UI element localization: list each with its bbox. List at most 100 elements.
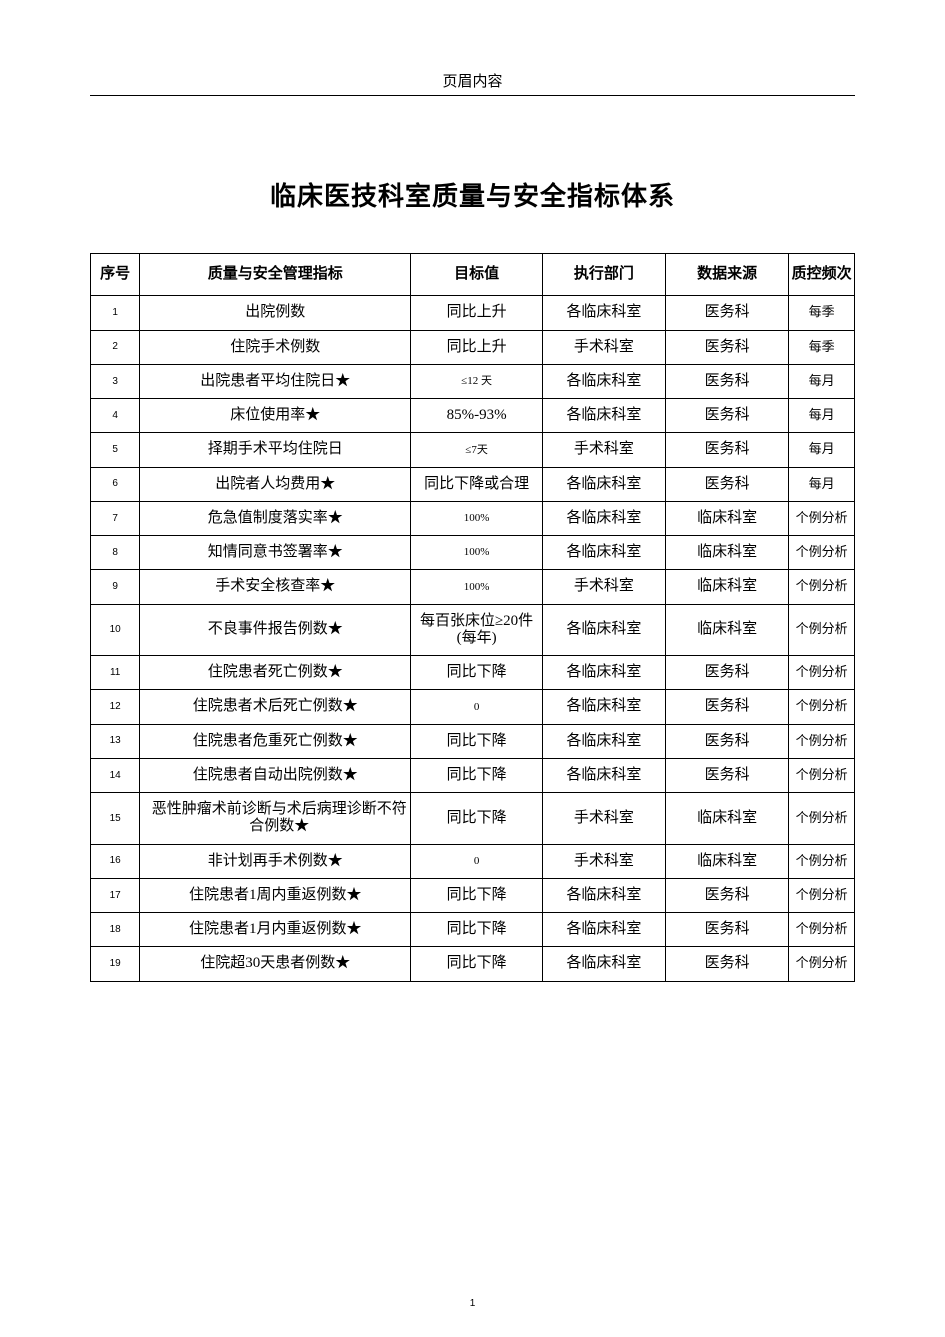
cell-freq: 每月: [789, 364, 855, 398]
table-row: 19住院超30天患者例数★同比下降各临床科室医务科个例分析: [91, 947, 855, 981]
cell-source: 医务科: [666, 913, 789, 947]
col-src: 数据来源: [666, 254, 789, 296]
col-ind: 质量与安全管理指标: [140, 254, 411, 296]
cell-freq: 个例分析: [789, 724, 855, 758]
cell-freq: 个例分析: [789, 758, 855, 792]
cell-indicator: 住院患者死亡例数★: [140, 656, 411, 690]
col-dept: 执行部门: [542, 254, 665, 296]
cell-dept: 各临床科室: [542, 690, 665, 724]
cell-freq: 个例分析: [789, 570, 855, 604]
cell-indicator: 手术安全核查率★: [140, 570, 411, 604]
cell-dept: 手术科室: [542, 433, 665, 467]
cell-seq: 9: [91, 570, 140, 604]
cell-indicator: 住院患者术后死亡例数★: [140, 690, 411, 724]
cell-indicator: 危急值制度落实率★: [140, 501, 411, 535]
cell-freq: 每月: [789, 399, 855, 433]
document-page: 页眉内容 临床医技科室质量与安全指标体系 序号 质量与安全管理指标 目标值 执行…: [0, 0, 945, 1337]
cell-indicator: 床位使用率★: [140, 399, 411, 433]
cell-freq: 个例分析: [789, 844, 855, 878]
table-row: 4床位使用率★85%-93%各临床科室医务科每月: [91, 399, 855, 433]
cell-target: 每百张床位≥20件(每年): [411, 604, 542, 656]
table-row: 10不良事件报告例数★每百张床位≥20件(每年)各临床科室临床科室个例分析: [91, 604, 855, 656]
cell-seq: 12: [91, 690, 140, 724]
table-row: 3出院患者平均住院日★≤12 天各临床科室医务科每月: [91, 364, 855, 398]
cell-source: 临床科室: [666, 570, 789, 604]
cell-seq: 16: [91, 844, 140, 878]
document-title: 临床医技科室质量与安全指标体系: [90, 176, 855, 213]
cell-target: 同比下降: [411, 758, 542, 792]
cell-dept: 手术科室: [542, 844, 665, 878]
cell-dept: 各临床科室: [542, 467, 665, 501]
header-rule: [90, 95, 855, 96]
cell-indicator: 择期手术平均住院日: [140, 433, 411, 467]
table-row: 1出院例数同比上升各临床科室医务科每季: [91, 296, 855, 330]
cell-seq: 4: [91, 399, 140, 433]
table-row: 9手术安全核查率★100%手术科室临床科室个例分析: [91, 570, 855, 604]
table-row: 8知情同意书签署率★100%各临床科室临床科室个例分析: [91, 536, 855, 570]
cell-dept: 各临床科室: [542, 399, 665, 433]
cell-target: 同比下降或合理: [411, 467, 542, 501]
cell-indicator: 出院者人均费用★: [140, 467, 411, 501]
cell-target: 100%: [411, 501, 542, 535]
cell-indicator: 住院患者危重死亡例数★: [140, 724, 411, 758]
table-row: 17住院患者1周内重返例数★同比下降各临床科室医务科个例分析: [91, 878, 855, 912]
cell-source: 医务科: [666, 724, 789, 758]
cell-dept: 各临床科室: [542, 536, 665, 570]
cell-source: 医务科: [666, 690, 789, 724]
cell-indicator: 不良事件报告例数★: [140, 604, 411, 656]
cell-freq: 每月: [789, 433, 855, 467]
table-header: 序号 质量与安全管理指标 目标值 执行部门 数据来源 质控频次: [91, 254, 855, 296]
cell-target: 同比下降: [411, 878, 542, 912]
cell-seq: 2: [91, 330, 140, 364]
cell-seq: 10: [91, 604, 140, 656]
cell-dept: 各临床科室: [542, 913, 665, 947]
cell-seq: 6: [91, 467, 140, 501]
cell-source: 医务科: [666, 296, 789, 330]
cell-seq: 7: [91, 501, 140, 535]
cell-freq: 个例分析: [789, 656, 855, 690]
cell-dept: 各临床科室: [542, 364, 665, 398]
cell-freq: 个例分析: [789, 793, 855, 845]
indicator-table: 序号 质量与安全管理指标 目标值 执行部门 数据来源 质控频次 1出院例数同比上…: [90, 253, 855, 982]
cell-freq: 个例分析: [789, 536, 855, 570]
cell-dept: 手术科室: [542, 793, 665, 845]
cell-source: 医务科: [666, 364, 789, 398]
cell-target: 同比下降: [411, 913, 542, 947]
cell-dept: 各临床科室: [542, 758, 665, 792]
cell-dept: 手术科室: [542, 570, 665, 604]
cell-target: 100%: [411, 536, 542, 570]
cell-target: 85%-93%: [411, 399, 542, 433]
cell-seq: 13: [91, 724, 140, 758]
cell-target: 100%: [411, 570, 542, 604]
cell-seq: 11: [91, 656, 140, 690]
cell-target: 同比下降: [411, 724, 542, 758]
table-row: 2住院手术例数同比上升手术科室医务科每季: [91, 330, 855, 364]
cell-indicator: 住院患者自动出院例数★: [140, 758, 411, 792]
col-freq: 质控频次: [789, 254, 855, 296]
cell-freq: 个例分析: [789, 947, 855, 981]
cell-seq: 19: [91, 947, 140, 981]
cell-source: 医务科: [666, 467, 789, 501]
page-header-label: 页眉内容: [90, 70, 855, 91]
cell-dept: 手术科室: [542, 330, 665, 364]
cell-source: 医务科: [666, 878, 789, 912]
cell-indicator: 知情同意书签署率★: [140, 536, 411, 570]
table-row: 14住院患者自动出院例数★同比下降各临床科室医务科个例分析: [91, 758, 855, 792]
cell-freq: 个例分析: [789, 604, 855, 656]
col-seq: 序号: [91, 254, 140, 296]
cell-dept: 各临床科室: [542, 724, 665, 758]
cell-freq: 个例分析: [789, 501, 855, 535]
cell-indicator: 住院患者1周内重返例数★: [140, 878, 411, 912]
cell-dept: 各临床科室: [542, 604, 665, 656]
table-row: 7危急值制度落实率★100%各临床科室临床科室个例分析: [91, 501, 855, 535]
cell-freq: 每季: [789, 330, 855, 364]
cell-seq: 18: [91, 913, 140, 947]
cell-target: 0: [411, 690, 542, 724]
page-number: 1: [0, 1298, 945, 1309]
table-row: 13住院患者危重死亡例数★同比下降各临床科室医务科个例分析: [91, 724, 855, 758]
table-row: 15恶性肿瘤术前诊断与术后病理诊断不符合例数★同比下降手术科室临床科室个例分析: [91, 793, 855, 845]
cell-source: 临床科室: [666, 501, 789, 535]
cell-source: 医务科: [666, 399, 789, 433]
table-row: 16非计划再手术例数★0手术科室临床科室个例分析: [91, 844, 855, 878]
cell-seq: 14: [91, 758, 140, 792]
